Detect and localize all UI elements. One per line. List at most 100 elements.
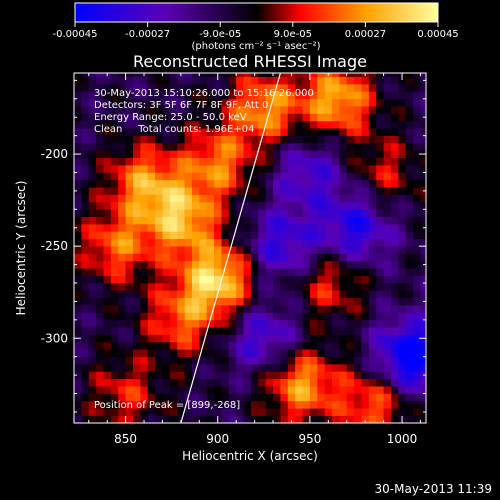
- heatmap-cell: [147, 98, 156, 107]
- heatmap-cell: [287, 172, 296, 181]
- heatmap-cell: [250, 356, 259, 365]
- heatmap-cell: [273, 76, 281, 85]
- heatmap-cell: [295, 297, 303, 306]
- heatmap-cell: [81, 364, 90, 372]
- heatmap-cell: [361, 106, 370, 114]
- heatmap-cell: [243, 135, 252, 144]
- heatmap-cell: [74, 290, 82, 299]
- heatmap-cell: [214, 201, 222, 210]
- heatmap-cell: [191, 84, 200, 92]
- heatmap-cell: [228, 415, 237, 423]
- heatmap-cell: [74, 349, 82, 357]
- heatmap-cell: [118, 98, 126, 107]
- heatmap-cell: [250, 268, 259, 276]
- heatmap-cell: [243, 408, 252, 416]
- heatmap-cell: [309, 128, 318, 136]
- heatmap-cell: [398, 364, 407, 372]
- heatmap-cell: [390, 76, 399, 85]
- heatmap-cell: [287, 165, 296, 173]
- heatmap-cell: [383, 268, 392, 276]
- heatmap-cell: [295, 268, 303, 276]
- heatmap-cell: [162, 143, 171, 151]
- heatmap-cell: [236, 143, 244, 151]
- heatmap-cell: [199, 238, 207, 247]
- colorbar-tick-label: -9.0e-05: [199, 29, 241, 40]
- heatmap-cell: [88, 327, 97, 335]
- heatmap-cell: [228, 216, 237, 225]
- heatmap-cell: [346, 356, 355, 365]
- heatmap-cell: [346, 260, 355, 269]
- heatmap-cell: [390, 143, 399, 151]
- heatmap-cell: [376, 120, 384, 129]
- heatmap-cell: [258, 91, 266, 100]
- heatmap-cell: [398, 113, 407, 122]
- heatmap-cell: [280, 201, 289, 210]
- heatmap-cell: [221, 91, 230, 100]
- heatmap-cell: [295, 290, 303, 299]
- heatmap-cell: [332, 209, 340, 217]
- x-tick-label: 900: [206, 432, 229, 446]
- heatmap-cell: [199, 371, 207, 380]
- heatmap-cell: [103, 194, 112, 203]
- heatmap-cell: [132, 260, 141, 269]
- heatmap-cell: [125, 113, 134, 122]
- heatmap-cell: [265, 113, 274, 122]
- heatmap-cell: [147, 91, 156, 100]
- annotation-detectors: Detectors: 3F 5F 6F 7F 8F 9F, Att 0: [94, 100, 268, 111]
- heatmap-cell: [376, 364, 384, 372]
- heatmap-cell: [221, 400, 230, 409]
- heatmap-cell: [147, 386, 156, 394]
- heatmap-cell: [184, 334, 193, 343]
- heatmap-cell: [162, 201, 171, 210]
- heatmap-cell: [332, 400, 340, 409]
- heatmap-cell: [147, 216, 156, 225]
- heatmap-cell: [317, 113, 325, 122]
- heatmap-cell: [81, 165, 90, 173]
- heatmap-cell: [103, 312, 112, 321]
- heatmap-cell: [368, 268, 377, 276]
- heatmap-cell: [339, 349, 348, 357]
- heatmap-cell: [287, 143, 296, 151]
- heatmap-cell: [110, 150, 119, 159]
- heatmap-cell: [332, 135, 340, 144]
- heatmap-cell: [273, 260, 281, 269]
- heatmap-cell: [309, 216, 318, 225]
- heatmap-cell: [273, 334, 281, 343]
- heatmap-cell: [162, 98, 171, 107]
- heatmap-cell: [295, 157, 303, 166]
- heatmap-cell: [125, 378, 134, 387]
- heatmap-cell: [309, 172, 318, 181]
- heatmap-cell: [405, 334, 414, 343]
- heatmap-cell: [398, 371, 407, 380]
- heatmap-cell: [280, 260, 289, 269]
- heatmap-cell: [125, 135, 134, 144]
- heatmap-cell: [332, 408, 340, 416]
- heatmap-cell: [191, 157, 200, 166]
- heatmap-cell: [125, 224, 134, 232]
- heatmap-cell: [88, 120, 97, 129]
- heatmap-cell: [199, 128, 207, 136]
- heatmap-cell: [169, 143, 178, 151]
- heatmap-cell: [110, 327, 119, 335]
- heatmap-cell: [295, 231, 303, 240]
- heatmap-cell: [228, 268, 237, 276]
- heatmap-cell: [81, 179, 90, 188]
- heatmap-cell: [354, 135, 362, 144]
- heatmap-cell: [273, 194, 281, 203]
- heatmap-cell: [332, 364, 340, 372]
- heatmap-cell: [346, 224, 355, 232]
- heatmap-cell: [96, 91, 104, 100]
- heatmap-cell: [376, 297, 384, 306]
- heatmap-cell: [295, 128, 303, 136]
- heatmap-cell: [88, 201, 97, 210]
- heatmap-cell: [140, 415, 149, 423]
- heatmap-cell: [405, 238, 414, 247]
- heatmap-cell: [214, 135, 222, 144]
- heatmap-cell: [258, 341, 266, 350]
- heatmap-cell: [413, 386, 421, 394]
- heatmap-cell: [405, 91, 414, 100]
- heatmap-cell: [140, 143, 149, 151]
- heatmap-cell: [258, 393, 266, 402]
- heatmap-cell: [368, 224, 377, 232]
- heatmap-cell: [250, 150, 259, 159]
